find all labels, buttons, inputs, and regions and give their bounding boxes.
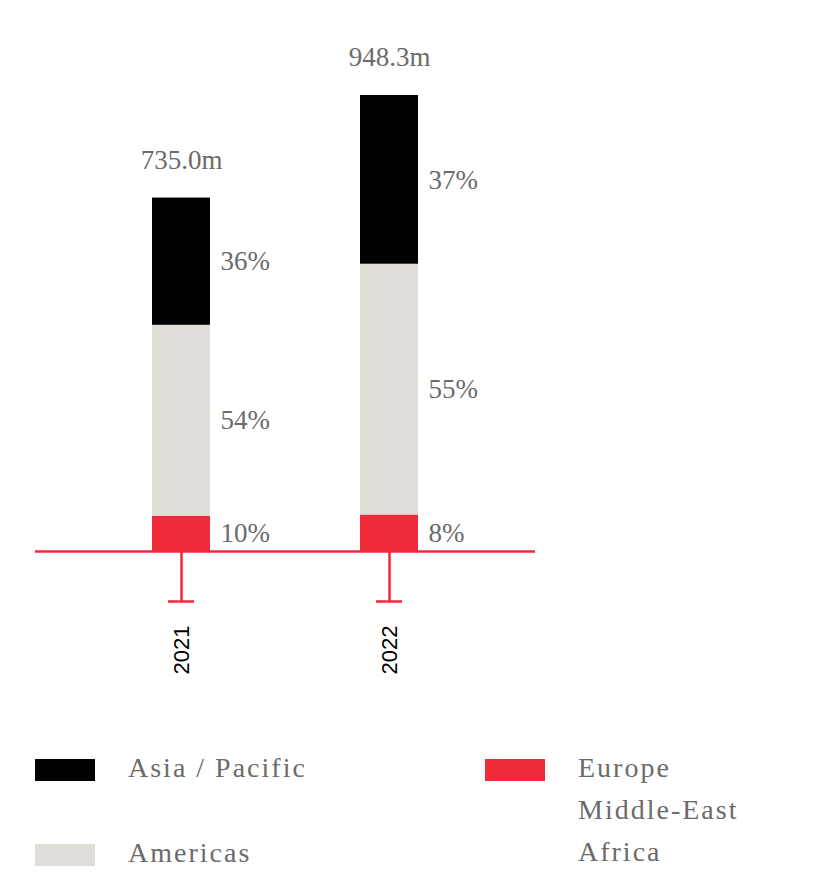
svg-text:8%: 8% [429, 518, 465, 548]
html-text:Asia / Pacific: Asia / Pacific [128, 752, 307, 783]
svg-text:735.0m: 735.0m [141, 145, 223, 175]
svg-text:2021: 2021 [169, 626, 194, 675]
svg-text:54%: 54% [221, 405, 271, 435]
svg-text:55%: 55% [429, 374, 479, 404]
html-text:Europe Middle-East Africa: Europe Middle-East Africa [578, 752, 739, 867]
svg-text:948.3m: 948.3m [349, 42, 431, 72]
svg-text:36%: 36% [221, 246, 271, 276]
svg-text:10%: 10% [221, 518, 271, 548]
svg-text:37%: 37% [429, 165, 479, 195]
html-text:Americas: Americas [128, 837, 252, 868]
svg-text:2022: 2022 [377, 626, 402, 675]
